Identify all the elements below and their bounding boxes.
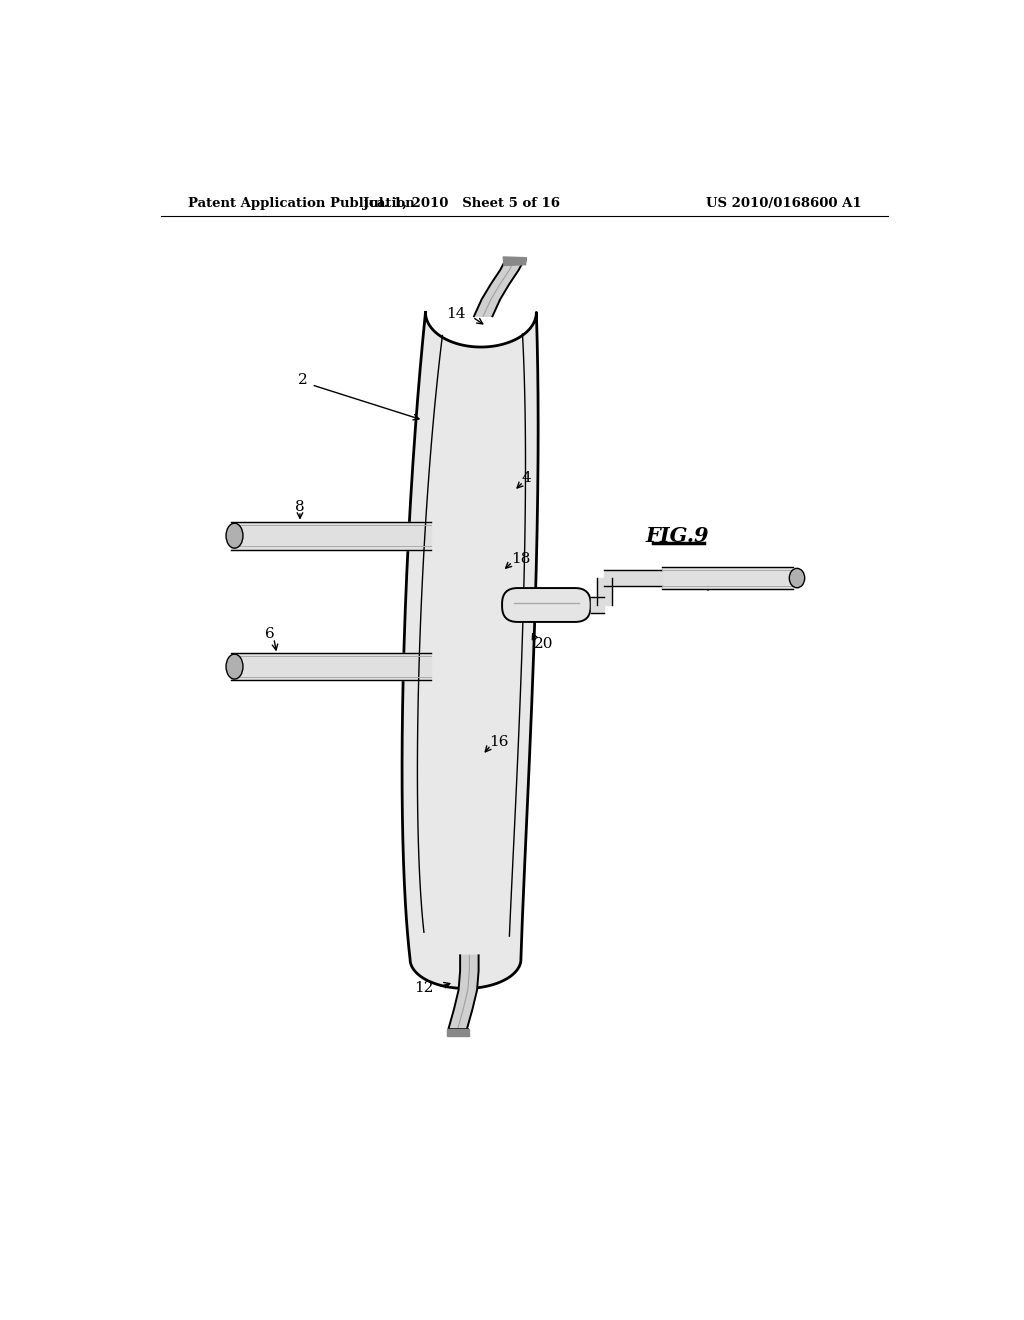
Text: 14: 14 [446,308,466,321]
Polygon shape [402,313,539,989]
Text: 2: 2 [298,374,308,387]
Text: 16: 16 [489,735,509,748]
FancyBboxPatch shape [502,589,591,622]
Text: FIG.9: FIG.9 [645,525,709,545]
Polygon shape [604,570,663,586]
Polygon shape [597,578,612,605]
Text: 12: 12 [415,982,434,995]
Polygon shape [449,956,478,1028]
Polygon shape [591,597,604,612]
Ellipse shape [790,569,805,587]
Polygon shape [663,568,794,589]
Polygon shape [503,257,526,265]
Polygon shape [230,653,431,681]
Text: 10: 10 [707,578,726,593]
Text: 8: 8 [295,500,304,515]
Polygon shape [447,1028,469,1036]
Text: US 2010/0168600 A1: US 2010/0168600 A1 [707,197,862,210]
Polygon shape [230,521,431,549]
Text: 20: 20 [535,636,554,651]
Text: Jul. 1, 2010   Sheet 5 of 16: Jul. 1, 2010 Sheet 5 of 16 [364,197,560,210]
Polygon shape [474,259,524,317]
Text: Patent Application Publication: Patent Application Publication [188,197,415,210]
Ellipse shape [226,523,243,548]
Text: 18: 18 [511,552,530,566]
Ellipse shape [226,655,243,678]
Text: 4: 4 [521,471,531,484]
Text: 6: 6 [265,627,275,642]
